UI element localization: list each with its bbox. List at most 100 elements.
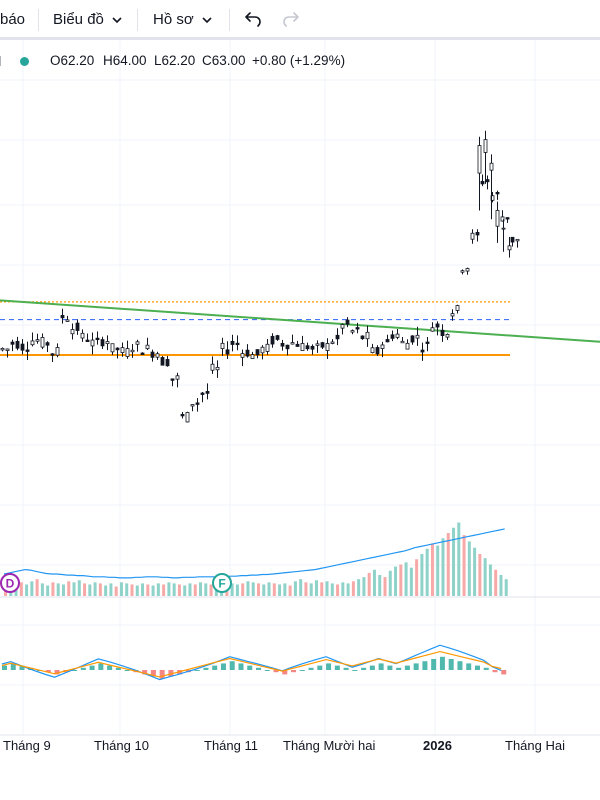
macd-histogram-bar bbox=[19, 665, 25, 670]
candle-body bbox=[100, 339, 105, 347]
volume-bar bbox=[77, 580, 81, 596]
macd-histogram-bar bbox=[273, 670, 279, 673]
high-value: H64.00 bbox=[103, 53, 147, 68]
macd-histogram-bar bbox=[282, 670, 288, 675]
volume-bar bbox=[246, 581, 250, 596]
change-value: +0.80 (+1.29%) bbox=[252, 53, 346, 68]
candle-body bbox=[450, 313, 455, 317]
volume-bar bbox=[299, 579, 303, 596]
candle-body bbox=[515, 238, 520, 242]
candle-body bbox=[510, 236, 515, 243]
volume-bar bbox=[357, 579, 361, 596]
volume-bar bbox=[293, 581, 297, 596]
macd-histogram-bar bbox=[247, 665, 253, 670]
volume-bar bbox=[478, 554, 482, 596]
macd-pane bbox=[1, 644, 507, 681]
candle-body bbox=[95, 337, 100, 341]
event-marker bbox=[0, 573, 20, 593]
candle-body bbox=[50, 353, 55, 356]
toolbar-divider bbox=[229, 9, 230, 31]
macd-histogram-bar bbox=[203, 667, 209, 670]
volume-bar bbox=[383, 577, 387, 596]
candle-body bbox=[165, 359, 170, 367]
volume-bar bbox=[399, 564, 403, 596]
volume-bar bbox=[420, 554, 424, 596]
volume-bar bbox=[388, 570, 392, 596]
candle-body bbox=[85, 339, 90, 342]
volume-bar bbox=[272, 583, 276, 596]
volume-bar bbox=[320, 582, 324, 596]
macd-histogram-bar bbox=[124, 670, 130, 671]
candle-body bbox=[115, 347, 120, 351]
close-value: C63.00 bbox=[202, 53, 246, 68]
candle-body bbox=[150, 351, 155, 358]
macd-histogram-bar bbox=[168, 670, 174, 677]
candle-body bbox=[105, 341, 110, 345]
volume-bar bbox=[314, 580, 318, 596]
candle-body bbox=[355, 327, 360, 330]
volume-bar bbox=[72, 582, 76, 596]
candle-body bbox=[470, 232, 475, 240]
candle-body bbox=[445, 334, 450, 338]
candle-body bbox=[507, 245, 512, 251]
macd-histogram-bar bbox=[404, 665, 410, 670]
volume-bar bbox=[309, 583, 313, 596]
candle-body bbox=[305, 345, 310, 350]
macd-histogram-bar bbox=[256, 667, 261, 670]
volume-bar bbox=[172, 583, 176, 596]
candle-body bbox=[125, 348, 130, 357]
chart-menu-button[interactable]: Biểu đồ bbox=[53, 9, 122, 31]
volume-bar bbox=[135, 585, 139, 596]
candle-body bbox=[185, 412, 190, 423]
macd-histogram-bar bbox=[334, 665, 340, 670]
candle-body bbox=[55, 347, 60, 356]
candle-body bbox=[15, 340, 20, 349]
macd-histogram-bar bbox=[457, 661, 463, 670]
macd-histogram-bar bbox=[212, 665, 218, 670]
volume-bar bbox=[362, 577, 366, 596]
candle-body bbox=[40, 337, 45, 348]
macd-histogram-bar bbox=[115, 667, 121, 670]
volume-bar bbox=[457, 522, 461, 596]
macd-histogram-bar bbox=[299, 670, 305, 671]
volume-bar bbox=[19, 582, 23, 596]
redo-button[interactable] bbox=[282, 11, 300, 34]
volume-bar bbox=[51, 582, 55, 596]
volume-bar bbox=[446, 533, 450, 596]
undo-button[interactable] bbox=[244, 11, 262, 34]
candle-body bbox=[495, 210, 500, 227]
candle-body bbox=[10, 341, 15, 345]
candle-body bbox=[480, 180, 485, 185]
volume-bar bbox=[452, 527, 456, 596]
candle-body bbox=[225, 349, 230, 355]
volume-bar bbox=[504, 579, 508, 596]
candle-body bbox=[180, 413, 185, 417]
candle-body bbox=[265, 343, 270, 352]
candle-body bbox=[440, 329, 445, 337]
volume-bar bbox=[130, 584, 134, 596]
candle-body bbox=[290, 342, 295, 345]
macd-histogram-bar bbox=[483, 667, 489, 670]
top-toolbar: báo Biểu đồ Hồ sơ bbox=[0, 0, 600, 40]
volume-bar bbox=[341, 582, 345, 596]
candle-body bbox=[410, 335, 415, 343]
indicators-button[interactable]: báo bbox=[0, 9, 25, 31]
indicators-label: báo bbox=[0, 11, 26, 28]
macd-histogram-bar bbox=[308, 667, 314, 670]
profile-menu-button[interactable]: Hồ sơ bbox=[153, 9, 212, 31]
toolbar-divider bbox=[38, 9, 39, 31]
candle-body bbox=[160, 357, 165, 366]
volume-bar bbox=[262, 584, 266, 596]
candle-body bbox=[65, 319, 70, 322]
volume-bar bbox=[425, 548, 429, 596]
candle-body bbox=[200, 392, 205, 395]
macd-histogram-bar bbox=[378, 663, 384, 670]
macd-histogram-bar bbox=[72, 670, 78, 671]
volume-bar bbox=[283, 583, 287, 596]
volume-bar bbox=[25, 584, 29, 596]
volume-bar bbox=[61, 584, 65, 596]
volume-bar bbox=[98, 583, 102, 596]
candle-body bbox=[120, 347, 125, 353]
